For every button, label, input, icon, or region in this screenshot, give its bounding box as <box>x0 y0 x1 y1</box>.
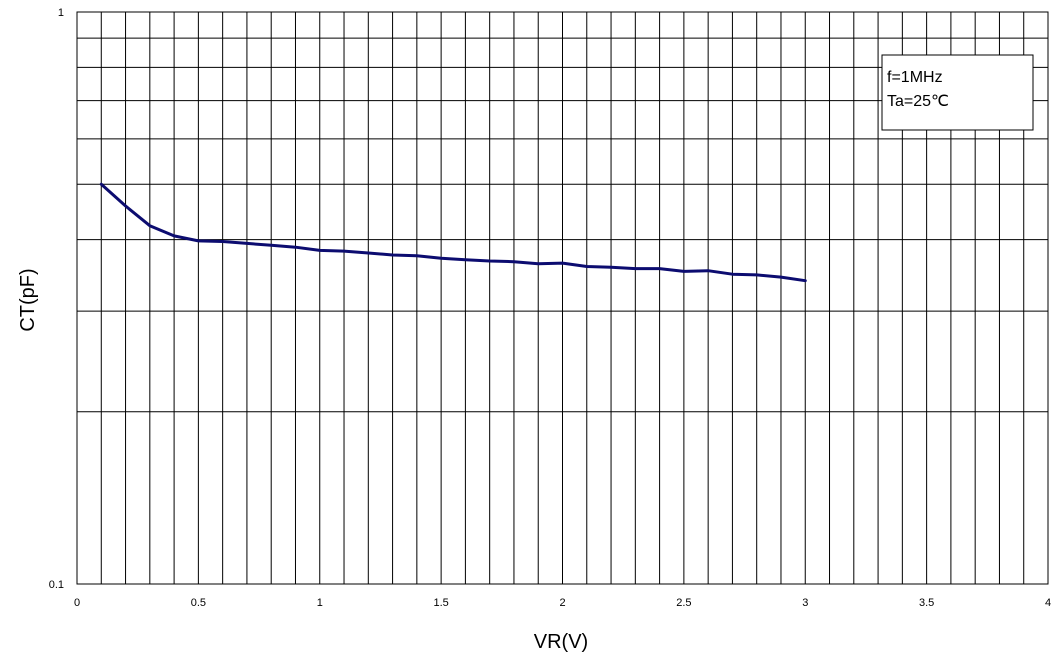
x-axis-label: VR(V) <box>534 631 588 653</box>
x-tick-label: 1 <box>317 597 323 609</box>
y-tick-label: 0.1 <box>49 579 64 591</box>
legend-box <box>881 54 1034 131</box>
x-tick-label: 4 <box>1045 597 1051 609</box>
x-tick-label: 1.5 <box>433 597 448 609</box>
series-line <box>99 182 807 283</box>
y-tick-label: 1 <box>58 7 64 19</box>
x-tick-label: 0.5 <box>191 597 206 609</box>
tick-labels: 0 0.5 1 1.5 2 2.5 3 3.5 4 0.1 1 <box>49 7 1051 609</box>
legend-frequency: f=1MHz <box>887 69 943 86</box>
y-axis-label: CT(pF) <box>17 268 39 331</box>
grid <box>76 11 1049 585</box>
x-tick-label: 2 <box>559 597 565 609</box>
legend-temperature: Ta=25℃ <box>887 93 949 110</box>
x-tick-label: 0 <box>74 597 80 609</box>
x-tick-label: 2.5 <box>676 597 691 609</box>
x-tick-label: 3.5 <box>919 597 934 609</box>
legend: f=1MHz Ta=25℃ <box>881 54 1034 131</box>
series-lines <box>99 182 807 283</box>
plot-frame <box>76 11 1049 585</box>
x-tick-label: 3 <box>802 597 808 609</box>
